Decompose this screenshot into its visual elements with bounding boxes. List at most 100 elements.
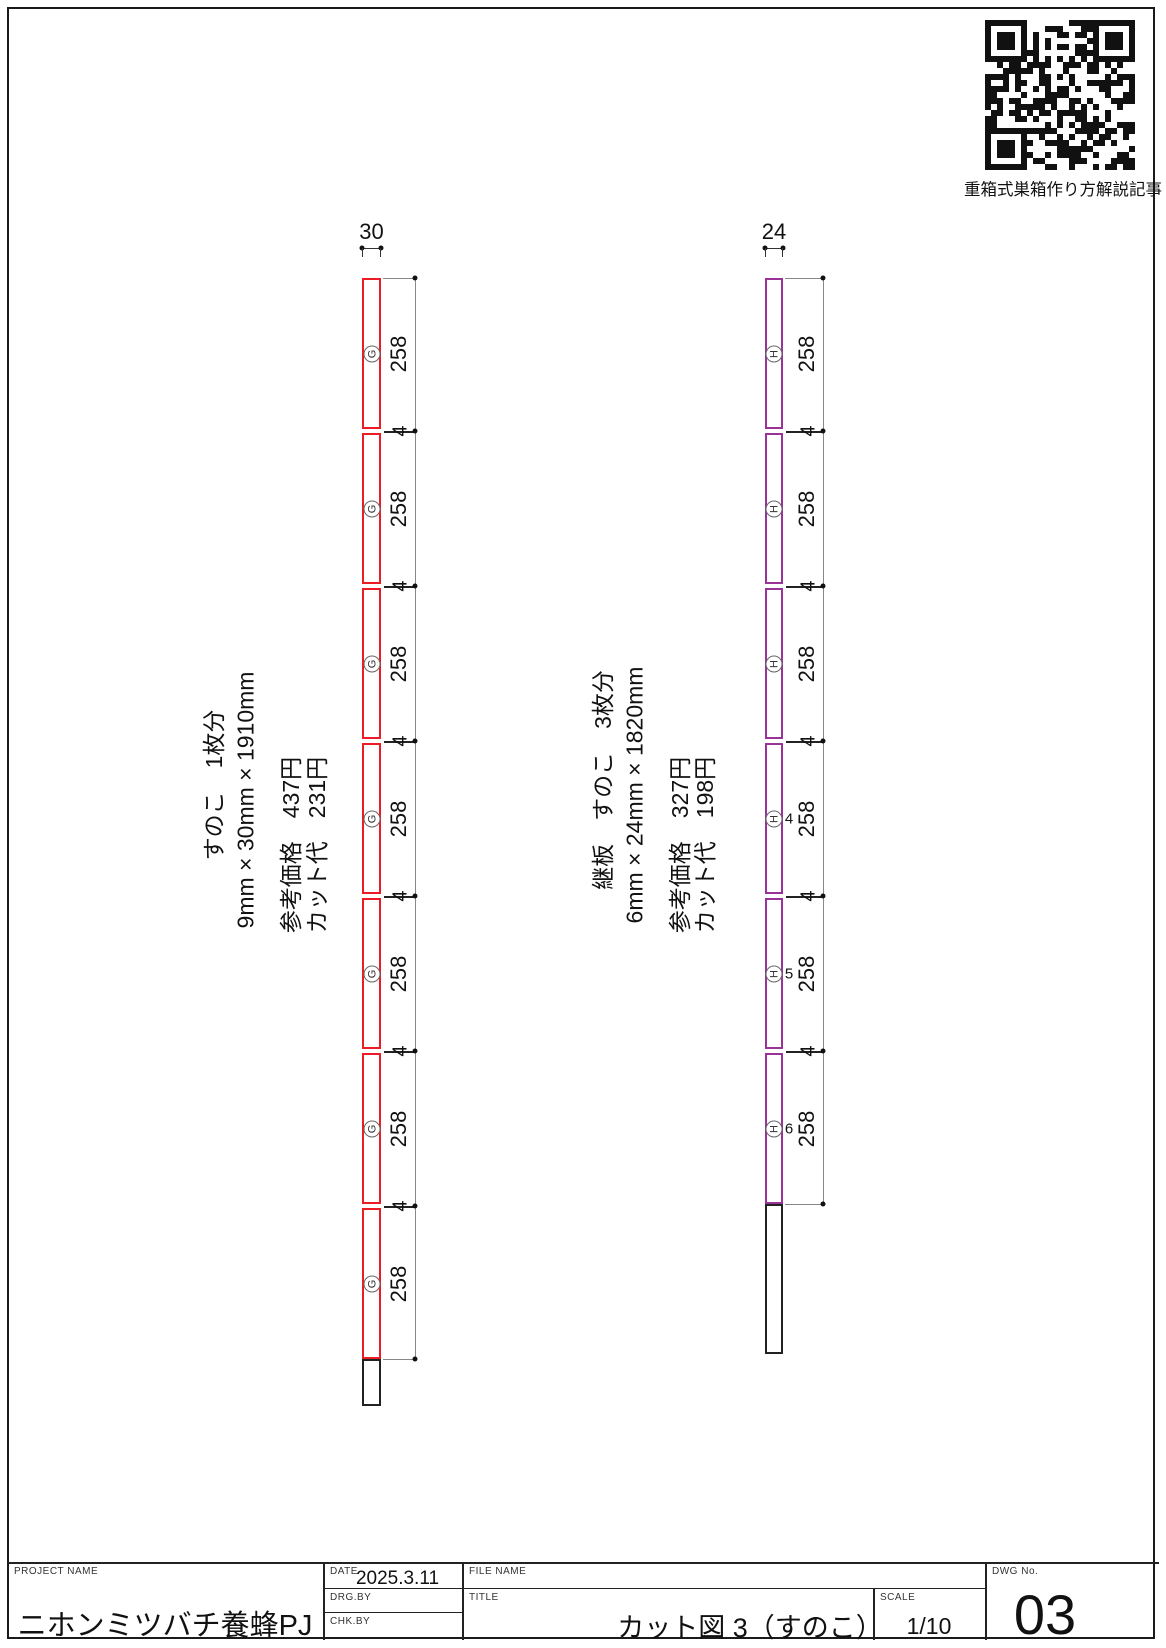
kerf-leader-line [384,586,416,588]
kerf-dim-text: 4 [389,425,412,437]
strip-info-text: すのこ 1枚分 [201,709,227,861]
piece-letter-badge: H [765,655,783,672]
piece-number: 5 [784,965,794,982]
piece-letter-badge: H [765,810,783,827]
dim-tick [765,248,766,257]
dwg-no-value: 03 [1013,1583,1077,1646]
piece-letter-badge: G [363,345,380,362]
segment-length-dim: 258 [794,1110,819,1147]
piece-letter-badge: G [363,500,380,517]
dim-extension-line [785,278,824,279]
dim-dot [412,1048,418,1054]
piece-letter-badge: G [363,1120,380,1137]
dim-dot [412,893,418,899]
segment-length-dim: 258 [386,955,411,992]
segment-length-dim: 258 [386,490,411,527]
title-block-top-line [7,1562,1159,1564]
file-name-label: FILE NAME [469,1566,527,1577]
segment-length-dim: 258 [794,800,819,837]
kerf-dim-text: 4 [389,890,412,902]
leftover-piece [765,1204,783,1354]
title-block-hline [323,1612,462,1614]
kerf-leader-line [384,741,416,743]
qr-caption: 重箱式巣箱作り方解説記事 [964,181,1162,199]
strip-info-text: カット代 198円 [692,756,718,934]
piece-letter-badge: G [363,655,380,672]
segment-length-dim: 258 [386,1110,411,1147]
strip-width-dim-line [764,248,784,249]
date-value: 2025.3.11 [355,1568,440,1589]
kerf-leader-line [384,1206,416,1208]
kerf-dim-text: 4 [797,580,820,592]
scale-label: SCALE [880,1592,916,1603]
kerf-dim-text: 4 [797,890,820,902]
piece-number: 6 [784,1120,794,1137]
piece-letter-badge: H [765,345,783,362]
segment-length-dim: 258 [386,1265,411,1302]
dim-extension-line [383,1359,416,1360]
dwg-no-label: DWG No. [992,1566,1039,1577]
segment-length-dim: 258 [386,645,411,682]
dim-dot [820,1201,826,1207]
dim-dot [820,1048,826,1054]
segment-length-dim: 258 [794,490,819,527]
scale-value: 1/10 [906,1613,952,1639]
strip-info-text: 6mm × 24mm × 1820mm [621,666,648,924]
strip-width-dim-text: 30 [359,219,384,244]
strip-width-dim-text: 24 [761,219,787,244]
dim-dot [412,583,418,589]
piece-letter-badge: G [363,965,380,982]
segment-length-dim: 258 [794,645,819,682]
dim-dot [412,1356,418,1362]
kerf-leader-line [786,896,824,898]
kerf-dim-text: 4 [797,425,820,437]
piece-letter-badge: G [363,810,380,827]
piece-letter-badge: H [765,500,783,517]
dim-tick [380,248,381,257]
title-block-hline [323,1588,985,1590]
dim-tick [362,248,363,257]
kerf-leader-line [786,431,824,433]
piece-letter-badge: H [765,965,783,982]
dim-dot [378,245,384,251]
title-label: TITLE [469,1592,499,1603]
kerf-leader-line [384,1051,416,1053]
dim-extension-line [785,1204,824,1205]
dim-tick [782,248,783,257]
kerf-leader-line [786,741,824,743]
strip-width-dim-line [361,248,382,249]
sheet-border [7,7,1155,1639]
project-name-label: PROJECT NAME [14,1566,99,1577]
kerf-leader-line [786,1051,824,1053]
piece-number: 4 [784,810,794,827]
kerf-dim-text: 4 [389,1045,412,1057]
kerf-dim-text: 4 [797,735,820,747]
kerf-leader-line [786,586,824,588]
piece-letter-badge: H [765,1120,783,1137]
dim-extension-line [383,278,416,279]
kerf-dim-text: 4 [389,735,412,747]
title-block-vline [462,1562,464,1640]
segment-length-dim: 258 [386,800,411,837]
kerf-dim-text: 4 [389,1200,412,1212]
title-block-vline [985,1562,987,1640]
kerf-dim-text: 4 [797,1045,820,1057]
strip-info-text: 継板 すのこ 3枚分 [590,670,616,890]
leftover-piece [362,1359,381,1406]
dim-dot [820,583,826,589]
strip-info-text: カット代 231円 [304,756,330,934]
drg-by-label: DRG.BY [330,1592,372,1603]
qr-code [985,20,1135,175]
title-value: カット図 3（すのこ） [617,1613,883,1643]
dim-dot [820,738,826,744]
title-block-vline [323,1562,325,1640]
chk-by-label: CHK.BY [330,1616,371,1627]
dim-dot [412,1203,418,1209]
dim-dot [412,738,418,744]
segment-length-dim: 258 [386,335,411,372]
segment-length-dim: 258 [794,955,819,992]
dim-dot [820,428,826,434]
title-block-vline [873,1588,875,1640]
piece-letter-badge: G [363,1275,380,1292]
